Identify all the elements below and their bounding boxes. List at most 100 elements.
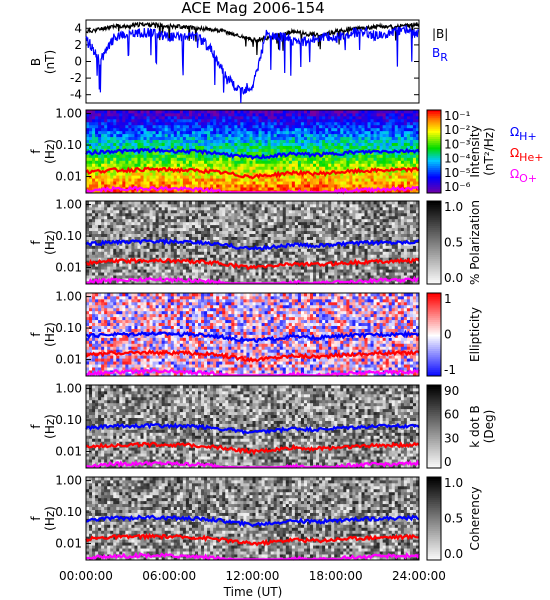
spectrogram-cell <box>107 209 111 214</box>
spectrogram-cell <box>179 245 184 249</box>
spectrogram-cell <box>188 218 193 223</box>
spectrogram-cell <box>273 118 278 123</box>
spectrogram-cell <box>258 254 262 258</box>
spectrogram-cell <box>243 209 247 214</box>
spectrogram-cell <box>128 112 132 117</box>
spectrogram-cell <box>137 227 141 232</box>
spectrogram-cell <box>207 187 211 191</box>
spectrogram-cell <box>343 157 347 161</box>
spectrogram-cell <box>198 239 202 243</box>
spectrogram-cell <box>415 160 420 164</box>
spectrogram-cell <box>258 130 262 135</box>
spectrogram-cell <box>255 269 259 273</box>
spectrogram-cell <box>358 133 362 138</box>
spectrogram-cell <box>164 163 169 167</box>
spectrogram-cell <box>134 127 138 132</box>
spectrogram-cell <box>131 266 135 270</box>
spectrogram-cell <box>86 233 90 237</box>
spectrogram-cell <box>322 142 326 146</box>
spectrogram-cell <box>252 203 256 208</box>
spectrogram-cell <box>382 163 387 167</box>
spectrogram-cell <box>198 281 202 285</box>
spectrogram-cell <box>128 110 132 114</box>
spectrogram-cell <box>86 218 90 223</box>
spectrogram-cell <box>191 275 196 279</box>
spectrogram-cell <box>412 115 417 120</box>
spectrogram-cell <box>194 245 199 249</box>
spectrogram-cell <box>204 266 208 270</box>
spectrogram-cell <box>412 110 417 114</box>
spectrogram-cell <box>331 187 335 191</box>
spectrogram-cell <box>373 163 378 167</box>
spectrogram-cell <box>370 148 374 152</box>
spectrogram-cell <box>300 157 305 161</box>
spectrogram-cell <box>331 166 335 170</box>
spectrogram-cell <box>182 175 187 179</box>
spectrogram-cell <box>122 221 126 226</box>
spectrogram-cell <box>122 233 126 237</box>
spectrogram-cell <box>255 218 259 223</box>
spectrogram-cell <box>207 272 211 276</box>
spectrogram-cell <box>89 239 93 243</box>
spectrogram-cell <box>306 184 311 188</box>
spectrogram-cell <box>397 175 402 179</box>
spectrogram-cell <box>237 215 241 220</box>
spectrogram-cell <box>246 157 250 161</box>
spectrogram-cell <box>243 218 247 223</box>
spectrogram-cell <box>98 154 102 158</box>
spectrogram-cell <box>149 124 153 129</box>
spectrogram-cell <box>140 166 144 170</box>
spectrogram-cell <box>294 166 299 170</box>
spectrogram-cell <box>204 110 208 114</box>
spectrogram-cell <box>237 203 241 208</box>
spectrogram-cell <box>185 227 190 232</box>
spectrogram-cell <box>204 212 208 217</box>
spectrogram-cell <box>252 251 256 255</box>
spectrogram-cell <box>86 181 90 185</box>
spectrogram-cell <box>316 130 320 135</box>
spectrogram-cell <box>194 145 199 149</box>
spectrogram-cell <box>146 218 150 223</box>
spectrogram-cell <box>179 242 184 246</box>
spectrogram-cell <box>98 254 102 258</box>
spectrogram-cell <box>403 115 408 120</box>
spectrogram-cell <box>279 115 284 120</box>
spectrogram-cell <box>207 127 211 132</box>
spectrogram-cell <box>185 248 190 252</box>
spectrogram-cell <box>107 151 111 155</box>
spectrogram-cell <box>113 121 117 126</box>
spectrogram-cell <box>188 203 193 208</box>
spectrogram-cell <box>367 160 371 164</box>
spectrogram-cell <box>222 184 226 188</box>
spectrogram-cell <box>128 224 132 229</box>
spectrogram-cell <box>113 112 117 117</box>
spectrogram-cell <box>89 178 93 182</box>
spectrogram-cell <box>207 121 211 126</box>
spectrogram-cell <box>406 139 411 143</box>
spectrogram-cell <box>231 215 235 220</box>
spectrogram-cell <box>86 260 90 264</box>
spectrogram-cell <box>191 127 196 132</box>
spectrogram-cell <box>328 130 332 135</box>
spectrogram-cell <box>95 227 99 232</box>
spectrogram-cell <box>285 136 290 141</box>
spectrogram-cell <box>146 227 150 232</box>
spectrogram-cell <box>322 154 326 158</box>
colorbar-step <box>427 126 441 130</box>
spectrogram-cell <box>276 178 281 182</box>
spectrogram-cell <box>198 130 202 135</box>
spectrogram-cell <box>216 115 220 120</box>
spectrogram-cell <box>279 203 284 208</box>
spectrogram-cell <box>213 127 217 132</box>
spectrogram-cell <box>246 169 250 173</box>
spectrogram-cell <box>328 127 332 132</box>
spectrogram-cell <box>285 127 290 132</box>
spectrogram-cell <box>125 266 129 270</box>
spectrogram-cell <box>252 145 256 149</box>
spectrogram-cell <box>167 124 172 129</box>
spectrogram-cell <box>116 118 120 123</box>
spectrogram-cell <box>240 236 244 240</box>
spectrogram-cell <box>89 148 93 152</box>
spectrogram-cell <box>394 163 399 167</box>
spectrogram-cell <box>294 142 299 146</box>
